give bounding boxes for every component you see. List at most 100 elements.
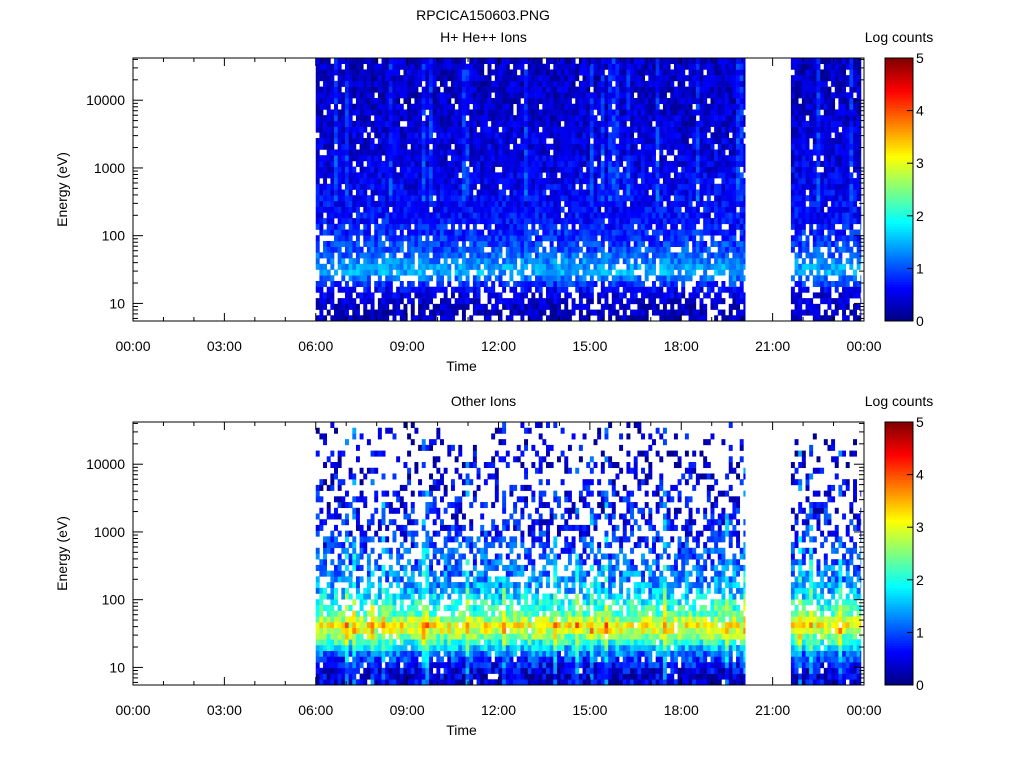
spectrogram-cell: [666, 143, 671, 150]
spectrogram-cell: [483, 252, 488, 259]
spectrogram-cell: [429, 298, 433, 305]
spectrogram-cell: [732, 258, 737, 265]
spectrogram-cell: [440, 63, 444, 70]
spectrogram-cell: [454, 143, 459, 150]
spectrogram-cell: [553, 263, 558, 270]
spectrogram-cell: [615, 229, 620, 236]
spectrogram-cell: [461, 218, 466, 225]
spectrogram-cell: [546, 92, 550, 99]
spectrogram-cell: [586, 246, 591, 253]
spectrogram-cell: [315, 120, 320, 127]
spectrogram-cell: [692, 98, 697, 105]
spectrogram-cell: [662, 252, 667, 259]
spectrogram-cell: [359, 69, 364, 76]
spectrogram-cell: [355, 103, 360, 110]
spectrogram-cell: [429, 69, 433, 76]
spectrogram-cell: [487, 149, 492, 156]
spectrogram-cell: [436, 92, 441, 99]
spectrogram-cell: [450, 115, 455, 122]
spectrogram-cell: [319, 252, 324, 259]
spectrogram-cell: [461, 292, 466, 299]
spectrogram-cell: [615, 160, 620, 167]
spectrogram-cell: [706, 258, 711, 265]
spectrogram-cell: [611, 126, 616, 133]
spectrogram-cell: [542, 178, 547, 185]
spectrogram-cell: [695, 218, 700, 225]
spectrogram-cell: [549, 229, 554, 236]
spectrogram-cell: [677, 149, 682, 156]
spectrogram-cell: [524, 183, 529, 190]
spectrogram-cell: [703, 58, 708, 65]
spectrogram-cell: [630, 229, 635, 236]
spectrogram-cell: [443, 218, 448, 225]
spectrogram-cell: [472, 132, 477, 139]
spectrogram-cell: [407, 58, 412, 65]
spectrogram-cell: [641, 115, 645, 122]
spectrogram-cell: [502, 240, 507, 247]
spectrogram-cell: [432, 178, 437, 185]
spectrogram-cell: [681, 126, 686, 133]
spectrogram-cell: [688, 92, 693, 99]
spectrogram-cell: [513, 292, 518, 299]
spectrogram-cell: [407, 138, 412, 145]
spectrogram-cell: [355, 200, 360, 207]
spectrogram-cell: [608, 75, 613, 82]
spectrogram-cell: [487, 98, 492, 105]
spectrogram-cell: [714, 172, 719, 179]
spectrogram-cell: [670, 258, 675, 265]
spectrogram-cell: [725, 172, 730, 179]
spectrogram-cell: [582, 155, 587, 162]
spectrogram-cell: [527, 315, 532, 322]
spectrogram-cell: [425, 103, 430, 110]
spectrogram-cell: [546, 286, 550, 293]
spectrogram-cell: [374, 263, 379, 270]
spectrogram-cell: [790, 275, 795, 282]
spectrogram-cell: [483, 275, 488, 282]
spectrogram-cell: [728, 212, 733, 219]
spectrogram-cell: [432, 183, 437, 190]
spectrogram-cell: [571, 280, 576, 287]
spectrogram-cell: [801, 223, 806, 230]
spectrogram-cell: [399, 160, 404, 167]
spectrogram-cell: [502, 183, 507, 190]
spectrogram-cell: [622, 86, 627, 93]
spectrogram-cell: [706, 115, 711, 122]
spectrogram-cell: [556, 92, 561, 99]
spectrogram-cell: [535, 212, 539, 219]
spectrogram-cell: [659, 195, 664, 202]
spectrogram-cell: [673, 298, 678, 305]
spectrogram-cell: [527, 80, 532, 87]
spectrogram-cell: [491, 189, 496, 196]
spectrogram-cell: [509, 269, 514, 276]
spectrogram-cell: [524, 80, 529, 87]
spectrogram-cell: [593, 166, 598, 173]
spectrogram-cell: [410, 240, 415, 247]
spectrogram-cell: [717, 223, 722, 230]
spectrogram-cell: [567, 246, 572, 253]
spectrogram-cell: [699, 149, 704, 156]
spectrogram-cell: [728, 69, 733, 76]
spectrogram-cell: [527, 58, 532, 65]
spectrogram-cell: [421, 160, 426, 167]
spectrogram-cell: [491, 126, 496, 133]
spectrogram-cell: [589, 298, 594, 305]
spectrogram-cell: [575, 240, 580, 247]
spectrogram-cell: [743, 166, 746, 173]
spectrogram-cell: [396, 235, 401, 242]
spectrogram-cell: [593, 229, 598, 236]
spectrogram-cell: [717, 206, 722, 213]
spectrogram-cell: [469, 178, 474, 185]
spectrogram-cell: [450, 69, 455, 76]
spectrogram-cell: [476, 240, 481, 247]
spectrogram-cell: [319, 315, 324, 322]
spectrogram-cell: [739, 98, 744, 105]
spectrogram-cell: [670, 309, 675, 316]
spectrogram-cell: [334, 103, 338, 110]
spectrogram-cell: [648, 149, 653, 156]
spectrogram-cell: [385, 92, 390, 99]
spectrogram-cell: [388, 252, 393, 259]
spectrogram-cell: [644, 120, 649, 127]
spectrogram-cell: [502, 298, 507, 305]
spectrogram-cell: [538, 86, 543, 93]
spectrogram-cell: [344, 58, 349, 65]
